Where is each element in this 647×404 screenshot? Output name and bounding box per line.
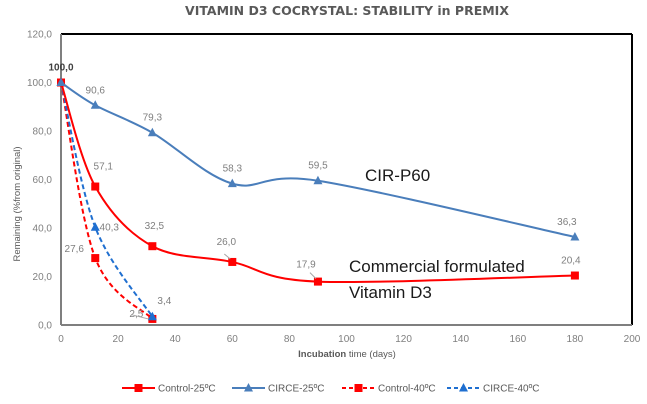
data-label: 58,3 bbox=[223, 164, 243, 175]
legend-marker bbox=[134, 384, 143, 392]
annotation-cir-p60: CIR-P60 bbox=[365, 166, 430, 185]
data-label: 36,3 bbox=[557, 217, 577, 228]
square-marker bbox=[91, 254, 100, 263]
triangle-marker bbox=[90, 222, 100, 231]
x-tick-label: 0 bbox=[58, 334, 64, 345]
x-tick-label: 160 bbox=[509, 334, 526, 345]
axes: 0,0 20,0 40,0 60,0 80,0 100,0 120,0 0 20 40 60 80 10… bbox=[27, 30, 641, 346]
legend-item: CIRCE-25ºC bbox=[232, 383, 324, 395]
x-tick-label: 180 bbox=[567, 334, 584, 345]
legend-label: Control-40ºC bbox=[378, 384, 436, 395]
legend-label: CIRCE-40ºC bbox=[483, 384, 539, 395]
x-tick-label: 80 bbox=[284, 334, 296, 345]
triangle-marker bbox=[147, 127, 157, 137]
data-label: 26,0 bbox=[217, 237, 237, 248]
data-label: 32,5 bbox=[145, 221, 165, 232]
triangle-marker bbox=[227, 178, 237, 188]
y-tick-label: 120,0 bbox=[27, 30, 52, 41]
series-control-40-c bbox=[57, 78, 157, 323]
square-marker bbox=[148, 242, 157, 251]
chart-title: VITAMIN D3 COCRYSTAL: STABILITY in PREMI… bbox=[185, 3, 509, 18]
leader-line bbox=[132, 314, 149, 320]
x-tick-label: 200 bbox=[624, 334, 641, 345]
x-axis-label-rest: time (days) bbox=[346, 349, 396, 360]
y-tick-label: 20,0 bbox=[33, 272, 53, 283]
square-marker bbox=[313, 277, 322, 286]
y-tick-label: 0,0 bbox=[38, 321, 52, 332]
x-axis-label-bold: Incubation bbox=[298, 349, 346, 360]
legend-label: Control-25ºC bbox=[158, 384, 216, 395]
leader-line bbox=[309, 272, 317, 279]
y-axis-label: Remaining (%from original) bbox=[12, 146, 23, 261]
triangle-marker bbox=[313, 175, 323, 185]
legend-item: Control-40ºC bbox=[342, 384, 436, 395]
x-tick-label: 40 bbox=[170, 334, 182, 345]
square-marker bbox=[228, 257, 237, 266]
data-label: 20,4 bbox=[561, 256, 581, 267]
legend-label: CIRCE-25ºC bbox=[268, 384, 324, 395]
series-layer bbox=[56, 77, 580, 323]
data-label: 79,3 bbox=[143, 113, 163, 124]
data-labels: 100,0 57,1 32,5 26,0 17,9 20,4 90,6 79,3 58,3 59,… bbox=[48, 63, 581, 320]
square-marker bbox=[91, 182, 100, 191]
x-tick-label: 60 bbox=[227, 334, 239, 345]
y-tick-label: 60,0 bbox=[33, 175, 53, 186]
triangle-marker bbox=[147, 311, 157, 321]
triangle-marker bbox=[56, 77, 66, 86]
legend-marker bbox=[244, 383, 253, 392]
triangle-marker bbox=[570, 231, 580, 241]
y-tick-label: 40,0 bbox=[33, 224, 53, 235]
legend: Control-25ºC CIRCE-25ºC Control-40ºC CIRCE-… bbox=[122, 383, 539, 395]
data-label: 59,5 bbox=[308, 161, 328, 172]
legend-marker bbox=[354, 384, 363, 392]
data-label: 17,9 bbox=[296, 260, 316, 271]
x-tick-label: 100 bbox=[338, 334, 355, 345]
data-label: 27,6 bbox=[65, 244, 85, 255]
data-label: 2,5 bbox=[129, 309, 143, 320]
annotation-commercial-formulated: Commercial formulated bbox=[349, 257, 525, 276]
x-tick-label: 20 bbox=[113, 334, 125, 345]
data-label: 40,3 bbox=[100, 222, 120, 233]
y-tick-label: 80,0 bbox=[33, 127, 53, 138]
leader-line bbox=[223, 253, 231, 260]
legend-item: Control-25ºC bbox=[122, 384, 216, 395]
square-marker bbox=[570, 271, 579, 280]
legend-item: CIRCE-40ºC bbox=[447, 383, 539, 395]
x-tick-label: 120 bbox=[395, 334, 412, 345]
legend-marker bbox=[459, 383, 468, 392]
x-tick-label: 140 bbox=[452, 334, 469, 345]
data-label: 57,1 bbox=[94, 162, 114, 173]
data-label: 3,4 bbox=[157, 296, 171, 307]
x-axis-label: Incubation time (days) bbox=[298, 349, 396, 360]
triangle-marker bbox=[90, 100, 100, 109]
series-line bbox=[60, 82, 154, 320]
data-label: 90,6 bbox=[86, 85, 106, 96]
series-line bbox=[60, 82, 575, 284]
y-tick-label: 100,0 bbox=[27, 78, 52, 89]
annotation-vitamin-d3: Vitamin D3 bbox=[349, 283, 432, 302]
series-circe-25-c bbox=[56, 77, 580, 241]
series-line bbox=[60, 82, 154, 318]
data-label: 100,0 bbox=[48, 63, 73, 74]
